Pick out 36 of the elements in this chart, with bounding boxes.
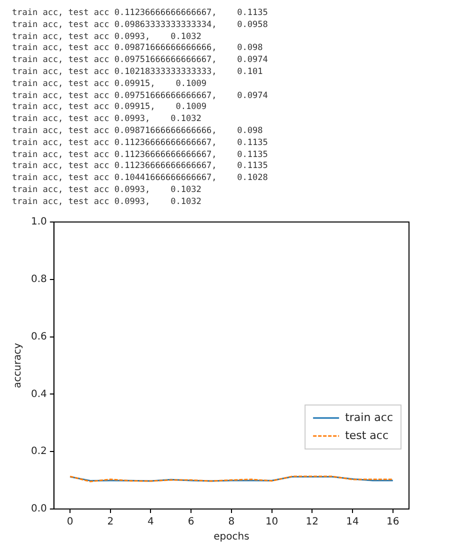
text: train acc, test acc 0.09871666666666666, 0.098 (12, 43, 264, 56)
text: train acc, test acc 0.09871666666666666, 0.098 (12, 126, 264, 138)
y-tick-label: 0.8 (30, 274, 47, 285)
text: train acc, test acc 0.11236666666666667, 0.1135 (12, 8, 269, 20)
y-tick-label: 0.2 (30, 446, 47, 457)
text: train acc, test acc 0.0993, 0.1032 (12, 184, 202, 197)
text: train acc, test acc 0.09751666666666667, 0.0974 (12, 55, 269, 67)
text: train acc, test acc 0.09863333333333334, 0.0958 (12, 20, 269, 32)
text: train acc, test acc 0.09751666666666667, 0.0974 (12, 90, 269, 102)
x-tick-label: 12 (306, 516, 319, 528)
x-axis-title: epochs (214, 531, 250, 542)
text: train acc, test acc 0.11236666666666667, 0.1135 (12, 150, 269, 162)
y-axis-title: accuracy (12, 342, 24, 388)
x-tick-label: 4 (148, 516, 154, 528)
x-tick-label: 16 (386, 516, 400, 528)
y-tick-label: 0.0 (30, 503, 47, 514)
y-tick-label: 1.0 (30, 216, 47, 228)
x-tick-label: 8 (228, 516, 235, 528)
text: train acc, test acc 0.0993, 0.1032 (12, 114, 202, 126)
text: train acc, test acc 0.11236666666666667, 0.1135 (12, 161, 269, 174)
text: train acc, test acc 0.0993, 0.1032 (12, 196, 202, 209)
y-tick-label: 0.6 (30, 330, 47, 342)
text: train acc, test acc 0.10218333333333333, 0.101 (12, 66, 264, 79)
x-tick-label: 10 (265, 516, 278, 528)
x-tick-label: 0 (66, 516, 74, 528)
y-tick-label: 0.4 (30, 388, 47, 400)
legend-label: train acc (345, 410, 393, 424)
x-tick-label: 2 (107, 516, 114, 528)
text: train acc, test acc 0.11236666666666667, 0.1135 (12, 138, 269, 150)
x-tick-label: 6 (188, 516, 194, 528)
text: train acc, test acc 0.10441666666666667, 0.1028 (12, 173, 269, 185)
text: train acc, test acc 0.09915, 0.1009 (12, 78, 208, 91)
legend-label: test acc (345, 428, 389, 442)
text: train acc, test acc 0.0993, 0.1032 (12, 32, 202, 44)
x-tick-label: 14 (346, 516, 359, 528)
text: train acc, test acc 0.09915, 0.1009 (12, 102, 208, 114)
